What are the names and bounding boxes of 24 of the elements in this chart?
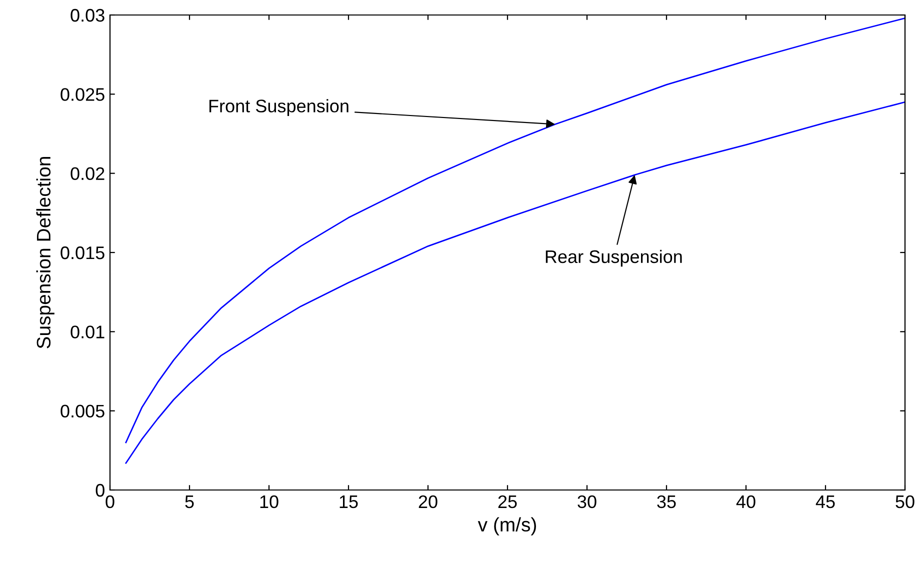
x-tick-label: 20 — [418, 495, 438, 508]
y-tick-label: 0.01 — [70, 326, 104, 338]
x-tick-label: 40 — [736, 495, 756, 508]
x-tick-label: 50 — [896, 495, 914, 508]
x-tick-label: 10 — [260, 495, 278, 508]
annotation: Front Suspension — [209, 99, 348, 116]
y-tick-label: 0.005 — [60, 404, 104, 418]
y-tick-label: 0.02 — [70, 167, 104, 180]
x-tick-label: 5 — [185, 496, 194, 508]
y-tick-label: 0.03 — [70, 8, 104, 22]
line-series — [125, 17, 905, 444]
x-tick-label: 30 — [578, 495, 596, 508]
x-tick-label: 0 — [106, 495, 114, 508]
y-tick-label: 0 — [96, 484, 104, 497]
line-series — [125, 101, 905, 464]
y-tick-label: 0.025 — [60, 88, 104, 101]
y-axis-title: Suspension Deflection — [36, 157, 54, 348]
x-axis-title: v (m/s) — [478, 517, 536, 536]
x-tick-label: 45 — [816, 496, 835, 508]
y-tick-label: 0.015 — [60, 246, 104, 260]
x-tick-label: 35 — [657, 495, 676, 508]
annotation: Rear Suspension — [546, 250, 682, 267]
x-tick-label: 25 — [498, 495, 517, 508]
x-tick-label: 15 — [340, 496, 358, 508]
